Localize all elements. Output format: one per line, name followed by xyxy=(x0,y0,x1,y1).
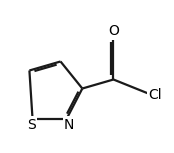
Text: S: S xyxy=(27,118,36,132)
Text: N: N xyxy=(64,118,74,132)
Text: Cl: Cl xyxy=(148,88,161,102)
Text: O: O xyxy=(108,24,119,38)
